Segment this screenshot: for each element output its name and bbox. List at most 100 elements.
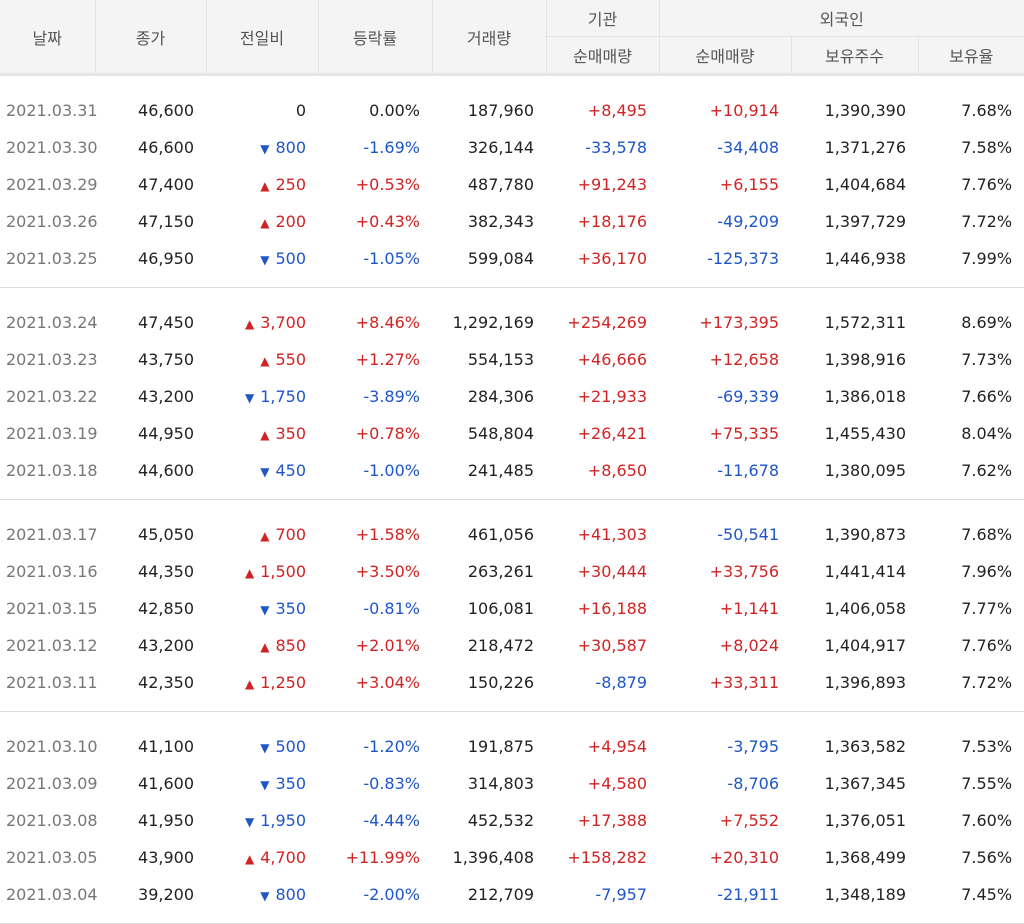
table-row: 2021.03.05 43,900 ▲ 4,700 +11.99% 1,396,408 +1…	[0, 839, 1024, 876]
institution-net-cell: +41,303	[577, 525, 647, 544]
change-cell: ▲ 1,250	[206, 664, 318, 701]
foreign-ratio-cell: 7.53%	[961, 737, 1013, 756]
foreign-net-cell: +1,141	[719, 599, 779, 618]
close-cell: 47,400	[138, 175, 194, 194]
date-cell: 2021.03.05	[6, 848, 98, 867]
foreign-net-cell: +7,552	[719, 811, 779, 830]
header-foreign: 외국인	[658, 0, 1024, 37]
rate-cell: +1.58%	[355, 525, 420, 544]
table-row: 2021.03.12 43,200 ▲ 850 +2.01% 218,472 +30,587…	[0, 627, 1024, 664]
rate-cell: -0.83%	[363, 774, 420, 793]
volume-cell: 452,532	[467, 811, 534, 830]
change-cell: ▲ 350	[206, 415, 318, 452]
date-cell: 2021.03.08	[6, 811, 98, 830]
change-value: 3,700	[260, 313, 306, 332]
rate-cell: +11.99%	[345, 848, 420, 867]
foreign-ratio-cell: 7.99%	[961, 249, 1013, 268]
date-cell: 2021.03.26	[6, 212, 98, 231]
change-cell: ▲ 850	[206, 627, 318, 664]
volume-cell: 218,472	[467, 636, 534, 655]
rate-cell: -0.81%	[363, 599, 420, 618]
foreign-net-cell: -49,209	[717, 212, 779, 231]
volume-cell: 263,261	[467, 562, 534, 581]
foreign-hold-cell: 1,404,917	[824, 636, 906, 655]
change-value: 550	[275, 350, 306, 369]
institution-net-cell: -7,957	[595, 885, 647, 904]
rate-cell: +0.53%	[355, 175, 420, 194]
foreign-net-cell: -125,373	[707, 249, 779, 268]
date-cell: 2021.03.12	[6, 636, 98, 655]
close-cell: 43,900	[138, 848, 194, 867]
foreign-net-cell: +33,756	[709, 562, 779, 581]
foreign-ratio-cell: 7.68%	[961, 101, 1013, 120]
date-cell: 2021.03.11	[6, 673, 98, 692]
volume-cell: 599,084	[467, 249, 534, 268]
header-foreign-ratio: 보유율	[917, 36, 1024, 73]
change-value: 500	[275, 249, 306, 268]
triangle-down-icon: ▼	[260, 142, 270, 156]
table-row: 2021.03.17 45,050 ▲ 700 +1.58% 461,056 +41,303…	[0, 516, 1024, 553]
triangle-up-icon: ▲	[244, 566, 255, 580]
change-cell: ▼ 500	[206, 728, 318, 765]
close-cell: 44,600	[138, 461, 194, 480]
table-row: 2021.03.18 44,600 ▼ 450 -1.00% 241,485 +8,650 -…	[0, 452, 1024, 489]
institution-net-cell: +17,388	[577, 811, 647, 830]
institution-net-cell: +30,444	[577, 562, 647, 581]
foreign-hold-cell: 1,363,582	[824, 737, 906, 756]
header-volume: 거래량	[431, 0, 546, 73]
foreign-net-cell: +33,311	[709, 673, 779, 692]
date-cell: 2021.03.29	[6, 175, 98, 194]
change-cell: ▲ 1,500	[206, 553, 318, 590]
foreign-hold-cell: 1,390,873	[824, 525, 906, 544]
change-value: 450	[275, 461, 306, 480]
foreign-net-cell: +10,914	[709, 101, 779, 120]
foreign-ratio-cell: 7.58%	[961, 138, 1013, 157]
change-cell: ▲ 550	[206, 341, 318, 378]
table-row: 2021.03.04 39,200 ▼ 800 -2.00% 212,709 -7,957 -…	[0, 876, 1024, 913]
volume-cell: 187,960	[467, 101, 534, 120]
volume-cell: 284,306	[467, 387, 534, 406]
change-cell: ▼ 450	[206, 452, 318, 489]
foreign-net-cell: -11,678	[717, 461, 779, 480]
foreign-ratio-cell: 7.72%	[961, 212, 1013, 231]
foreign-ratio-cell: 7.62%	[961, 461, 1013, 480]
foreign-net-cell: +20,310	[709, 848, 779, 867]
rate-cell: -4.44%	[363, 811, 420, 830]
group-divider	[0, 499, 1024, 500]
change-value: 700	[275, 525, 306, 544]
header-change: 전일비	[205, 0, 318, 73]
header-foreign-hold: 보유주수	[790, 36, 918, 73]
header-rate: 등락률	[317, 0, 432, 73]
foreign-hold-cell: 1,368,499	[824, 848, 906, 867]
table-row: 2021.03.29 47,400 ▲ 250 +0.53% 487,780 +91,243…	[0, 166, 1024, 203]
volume-cell: 314,803	[467, 774, 534, 793]
institution-net-cell: +21,933	[577, 387, 647, 406]
change-cell: ▼ 500	[206, 240, 318, 277]
institution-net-cell: +91,243	[577, 175, 647, 194]
rate-cell: -3.89%	[363, 387, 420, 406]
table-row: 2021.03.15 42,850 ▼ 350 -0.81% 106,081 +16,188…	[0, 590, 1024, 627]
foreign-net-cell: -69,339	[717, 387, 779, 406]
table-row: 2021.03.25 46,950 ▼ 500 -1.05% 599,084 +36,170…	[0, 240, 1024, 277]
foreign-ratio-cell: 7.68%	[961, 525, 1013, 544]
close-cell: 42,350	[138, 673, 194, 692]
close-cell: 46,600	[138, 138, 194, 157]
foreign-ratio-cell: 7.60%	[961, 811, 1013, 830]
foreign-net-cell: +8,024	[719, 636, 779, 655]
change-cell: ▼ 800	[206, 876, 318, 913]
close-cell: 43,200	[138, 387, 194, 406]
volume-cell: 461,056	[467, 525, 534, 544]
date-cell: 2021.03.04	[6, 885, 98, 904]
triangle-down-icon: ▼	[260, 778, 270, 792]
date-cell: 2021.03.18	[6, 461, 98, 480]
rate-cell: +8.46%	[355, 313, 420, 332]
change-value: 1,750	[260, 387, 306, 406]
change-cell: ▲ 200	[206, 203, 318, 240]
change-cell: ▼ 800	[206, 129, 318, 166]
table-row: 2021.03.08 41,950 ▼ 1,950 -4.44% 452,532 +17,3…	[0, 802, 1024, 839]
change-cell: ▲ 4,700	[206, 839, 318, 876]
institution-net-cell: +46,666	[577, 350, 647, 369]
change-cell: ▼ 350	[206, 765, 318, 802]
change-value: 250	[275, 175, 306, 194]
